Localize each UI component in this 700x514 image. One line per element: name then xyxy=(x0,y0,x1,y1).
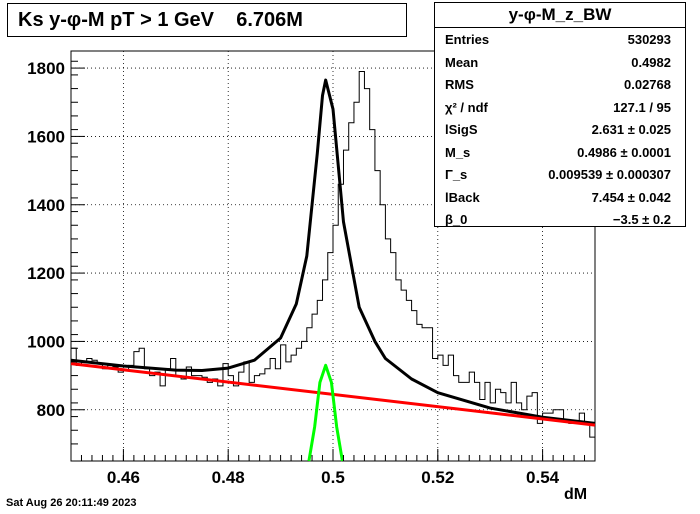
stats-value: 0.009539 ± 0.000307 xyxy=(548,167,671,182)
y-tick-label: 1600 xyxy=(27,127,65,146)
axes: 0.46 0.48 0.5 0.52 0.54 800 1000 1200 1400 1600 18… xyxy=(27,59,596,487)
stats-value: 2.631 ± 0.025 xyxy=(591,122,671,137)
stats-value: 7.454 ± 0.042 xyxy=(591,189,671,205)
stats-row: lBack 7.454 ± 0.042 xyxy=(435,186,685,209)
plot-title: Ks y-φ-M pT > 1 GeV 6.706M xyxy=(7,3,407,37)
fit_signal-curve xyxy=(307,363,344,462)
stats-label: Entries xyxy=(445,32,490,47)
stats-value: 530293 xyxy=(627,32,671,47)
y-tick-label: 1000 xyxy=(27,332,65,351)
y-tick-label: 1200 xyxy=(27,264,65,283)
stats-rows: Entries 530293 Mean 0.4982 RMS 0.02768 χ² / nd… xyxy=(435,28,685,231)
timestamp: Sat Aug 26 20:11:49 2023 xyxy=(6,497,137,509)
x-axis-title: dM xyxy=(564,486,588,503)
stats-label: M_s xyxy=(445,144,471,160)
stats-title: y-φ-M_z_BW xyxy=(435,3,685,28)
stats-label: Γ_s xyxy=(445,167,468,182)
stats-row: RMS 0.02768 xyxy=(435,73,685,96)
stats-value: 0.02768 xyxy=(624,77,671,92)
stats-value: 0.4982 xyxy=(631,54,671,70)
stats-label: Mean xyxy=(445,54,479,70)
stats-label: lSigS xyxy=(445,122,478,137)
stats-row: Mean 0.4982 xyxy=(435,51,685,74)
stats-value: 0.4986 ± 0.0001 xyxy=(577,144,671,160)
stats-value: −3.5 ± 0.2 xyxy=(612,212,671,227)
stats-row: M_s 0.4986 ± 0.0001 xyxy=(435,141,685,164)
stats-row: Entries 530293 xyxy=(435,28,685,51)
y-tick-label: 800 xyxy=(37,401,65,420)
stats-row: lSigS 2.631 ± 0.025 xyxy=(435,118,685,141)
x-tick-label: 0.52 xyxy=(421,468,454,487)
x-tick-label: 0.54 xyxy=(526,468,560,487)
x-tick-label: 0.48 xyxy=(212,468,245,487)
stats-box: y-φ-M_z_BW Entries 530293 Mean 0.4982 RMS 0.0… xyxy=(434,2,686,227)
stats-row: χ² / ndf 127.1 / 95 xyxy=(435,96,685,119)
y-tick-label: 1800 xyxy=(27,59,65,78)
stats-label: χ² / ndf xyxy=(445,99,488,115)
stats-row: β_0 −3.5 ± 0.2 xyxy=(435,208,685,231)
stats-label: β_0 xyxy=(445,212,468,227)
x-tick-label: 0.5 xyxy=(321,468,345,487)
y-tick-label: 1400 xyxy=(27,196,65,215)
stats-label: lBack xyxy=(445,189,480,205)
stats-label: RMS xyxy=(445,77,474,92)
stats-row: Γ_s 0.009539 ± 0.000307 xyxy=(435,163,685,186)
fit-curves xyxy=(70,78,596,462)
stats-value: 127.1 / 95 xyxy=(613,99,671,115)
fit_total-curve xyxy=(70,78,596,425)
x-tick-label: 0.46 xyxy=(107,468,140,487)
